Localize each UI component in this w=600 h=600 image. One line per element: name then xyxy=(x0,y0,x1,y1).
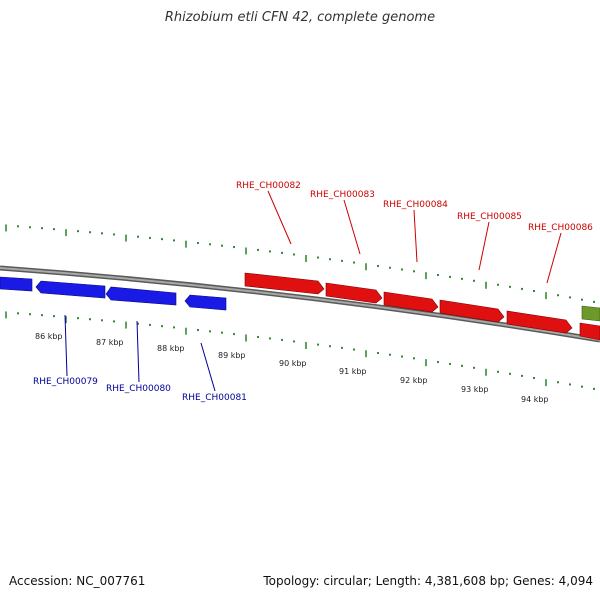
scale-label: 93 kbp xyxy=(461,385,489,394)
scale-label: 88 kbp xyxy=(157,344,185,353)
gene-arrow-forward[interactable] xyxy=(506,310,573,334)
gene-label[interactable]: RHE_CH00082 xyxy=(236,181,301,191)
accession-text: Accession: NC_007761 xyxy=(9,574,146,588)
gene-label[interactable]: RHE_CH00085 xyxy=(457,212,522,222)
gene-label[interactable]: RHE_CH00084 xyxy=(383,200,448,210)
scale-label: 90 kbp xyxy=(279,359,307,368)
label-connector xyxy=(478,221,490,271)
genome-title: Rhizobium etli CFN 42, complete genome xyxy=(164,10,436,25)
gene-arrow-reverse[interactable] xyxy=(35,280,106,299)
scale-label: 87 kbp xyxy=(96,338,124,347)
inner-tick-track xyxy=(5,311,595,390)
top-gene-labels: RHE_CH00082 RHE_CH00083 RHE_CH00084 RHE_… xyxy=(236,181,593,233)
label-connector xyxy=(413,209,418,263)
gene-arrow-other[interactable] xyxy=(581,305,600,322)
gene-arrow-forward[interactable] xyxy=(439,299,505,323)
gene-label[interactable]: RHE_CH00080 xyxy=(106,384,171,394)
reverse-strand-genes xyxy=(0,276,227,311)
top-label-connectors xyxy=(267,190,562,284)
scale-label: 89 kbp xyxy=(218,351,246,360)
gene-arrow-reverse[interactable] xyxy=(0,276,33,292)
scale-labels: 86 kbp 87 kbp 88 kbp 89 kbp 90 kbp 91 kb… xyxy=(35,332,549,404)
label-connector xyxy=(546,232,562,284)
gene-arrow-forward[interactable] xyxy=(579,322,600,341)
genome-backbone-highlight xyxy=(0,267,600,341)
bottom-gene-labels: RHE_CH00079 RHE_CH00080 RHE_CH00081 xyxy=(33,377,247,403)
gene-arrow-forward[interactable] xyxy=(325,282,383,304)
bottom-label-connectors xyxy=(64,314,216,392)
label-connector xyxy=(267,190,292,245)
gene-label[interactable]: RHE_CH00079 xyxy=(33,377,98,387)
forward-strand-genes xyxy=(244,272,600,341)
gene-arrow-reverse[interactable] xyxy=(105,286,177,306)
gene-label[interactable]: RHE_CH00083 xyxy=(310,190,375,200)
scale-label: 92 kbp xyxy=(400,376,428,385)
gene-arrow-reverse[interactable] xyxy=(184,294,227,311)
gene-arrow-forward[interactable] xyxy=(383,291,439,313)
genome-summary-text: Topology: circular; Length: 4,381,608 bp… xyxy=(263,574,593,588)
label-connector xyxy=(343,199,361,255)
label-connector xyxy=(136,320,140,383)
outer-tick-track xyxy=(5,224,595,303)
gene-arrow-forward[interactable] xyxy=(244,272,325,295)
gene-label[interactable]: RHE_CH00086 xyxy=(528,223,593,233)
gene-label[interactable]: RHE_CH00081 xyxy=(182,393,247,403)
scale-label: 94 kbp xyxy=(521,395,549,404)
scale-label: 91 kbp xyxy=(339,367,367,376)
label-connector xyxy=(64,314,68,377)
label-connector xyxy=(200,342,216,392)
scale-label: 86 kbp xyxy=(35,332,63,341)
